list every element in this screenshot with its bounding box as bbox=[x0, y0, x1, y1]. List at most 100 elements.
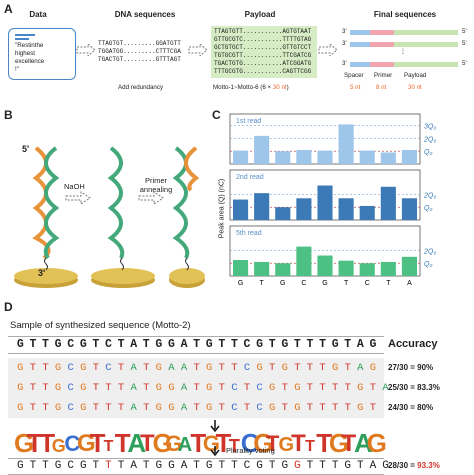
base-letter: T bbox=[243, 382, 251, 394]
base-letter: G bbox=[344, 460, 352, 472]
base-letter: T bbox=[269, 362, 276, 374]
base-letter: G bbox=[357, 382, 364, 394]
logo-letter: T bbox=[89, 427, 106, 458]
base-letter: C bbox=[231, 382, 238, 394]
base-letter: C bbox=[67, 382, 74, 394]
base-letter: G bbox=[256, 460, 263, 472]
base-letter: G bbox=[17, 402, 24, 414]
bar bbox=[233, 150, 249, 164]
base-letter: T bbox=[105, 402, 112, 414]
reads-box bbox=[8, 358, 384, 418]
bar bbox=[275, 151, 291, 164]
bar bbox=[338, 124, 354, 164]
logo-letter: G bbox=[152, 427, 173, 458]
base-letter: C bbox=[243, 362, 251, 374]
base-letter: G bbox=[168, 382, 175, 394]
panel-d-letter: D bbox=[4, 300, 13, 314]
base-letter: T bbox=[294, 362, 301, 374]
base-letter: G bbox=[155, 382, 162, 394]
base-letter: A bbox=[180, 402, 188, 414]
payload-box: TTAGTGTT...........AGTGTAAT GTTGCGTC.....… bbox=[211, 26, 317, 78]
bar bbox=[359, 205, 375, 220]
arrow-icon bbox=[188, 44, 208, 56]
base-letter: T bbox=[230, 338, 238, 351]
base-letter: C bbox=[67, 362, 74, 374]
read-accuracy: 25/30 = 83.3% bbox=[388, 383, 440, 392]
chart-title: 2nd read bbox=[236, 174, 264, 181]
logo-letter: A bbox=[127, 427, 147, 458]
payload-length: 30 nt bbox=[408, 84, 422, 91]
base-letter: T bbox=[92, 460, 100, 472]
base-letter: T bbox=[193, 362, 200, 374]
base-letter: C bbox=[243, 338, 251, 351]
arrow-icon bbox=[76, 44, 96, 56]
logo-letter: G bbox=[14, 427, 35, 458]
x-tick-label: T bbox=[260, 280, 265, 287]
base-letter: T bbox=[218, 460, 226, 472]
base-letter: T bbox=[29, 382, 37, 394]
bar bbox=[401, 256, 417, 276]
base-letter: C bbox=[231, 402, 238, 414]
panel-c-letter: C bbox=[212, 108, 221, 122]
bar bbox=[233, 260, 249, 276]
base-letter: G bbox=[294, 402, 301, 414]
base-letter: T bbox=[344, 338, 352, 351]
logo-letter: G bbox=[51, 435, 66, 456]
bar bbox=[296, 246, 312, 276]
base-letter: G bbox=[269, 402, 276, 414]
base-letter: T bbox=[105, 460, 112, 472]
primer-annealing-label: Primer annealing bbox=[139, 176, 173, 194]
reference-label: Q₀ bbox=[424, 149, 432, 156]
base-letter: G bbox=[205, 460, 213, 472]
base-letter: T bbox=[306, 338, 314, 351]
base-letter: T bbox=[268, 338, 276, 351]
base-letter: T bbox=[344, 402, 351, 414]
bar bbox=[401, 198, 417, 220]
base-letter: T bbox=[143, 382, 150, 394]
base-letter: T bbox=[117, 460, 125, 472]
logo-letter: T bbox=[305, 438, 315, 456]
base-letter: T bbox=[344, 382, 351, 394]
logo-letter: T bbox=[103, 438, 114, 456]
base-letter: T bbox=[42, 402, 49, 414]
base-letter: T bbox=[193, 338, 201, 351]
bar bbox=[233, 199, 249, 220]
x-tick-label: T bbox=[386, 280, 391, 287]
base-letter: A bbox=[180, 460, 188, 472]
reference-label: 2Q₀ bbox=[423, 192, 436, 199]
base-letter: T bbox=[306, 460, 314, 472]
logo-letter: T bbox=[139, 429, 155, 457]
base-letter: C bbox=[105, 338, 112, 351]
base-letter: T bbox=[117, 402, 125, 414]
logo-letter: G bbox=[328, 427, 350, 458]
reference-label: 2Q₀ bbox=[423, 248, 436, 255]
base-letter: G bbox=[256, 362, 263, 374]
base-letter: G bbox=[54, 460, 62, 472]
bar bbox=[296, 149, 312, 164]
base-letter: T bbox=[331, 382, 339, 394]
base-letter: G bbox=[206, 362, 213, 374]
base-letter: A bbox=[168, 362, 175, 374]
base-letter: G bbox=[168, 402, 175, 414]
base-letter: C bbox=[243, 460, 251, 472]
base-letter: T bbox=[231, 362, 238, 374]
base-letter: C bbox=[67, 402, 74, 414]
bar bbox=[275, 263, 291, 276]
logo-letter: T bbox=[26, 427, 43, 458]
base-letter: G bbox=[54, 362, 62, 374]
base-letter: T bbox=[281, 382, 288, 394]
base-letter: G bbox=[54, 402, 62, 414]
logo-letter: G bbox=[165, 431, 183, 457]
base-letter: A bbox=[130, 362, 137, 374]
base-letter: T bbox=[42, 338, 49, 351]
logo-letter: T bbox=[114, 427, 131, 458]
x-tick-label: C bbox=[365, 280, 370, 287]
bar bbox=[254, 261, 270, 276]
bar bbox=[275, 207, 291, 220]
base-letter: G bbox=[167, 338, 175, 351]
logo-letter: G bbox=[76, 429, 96, 457]
